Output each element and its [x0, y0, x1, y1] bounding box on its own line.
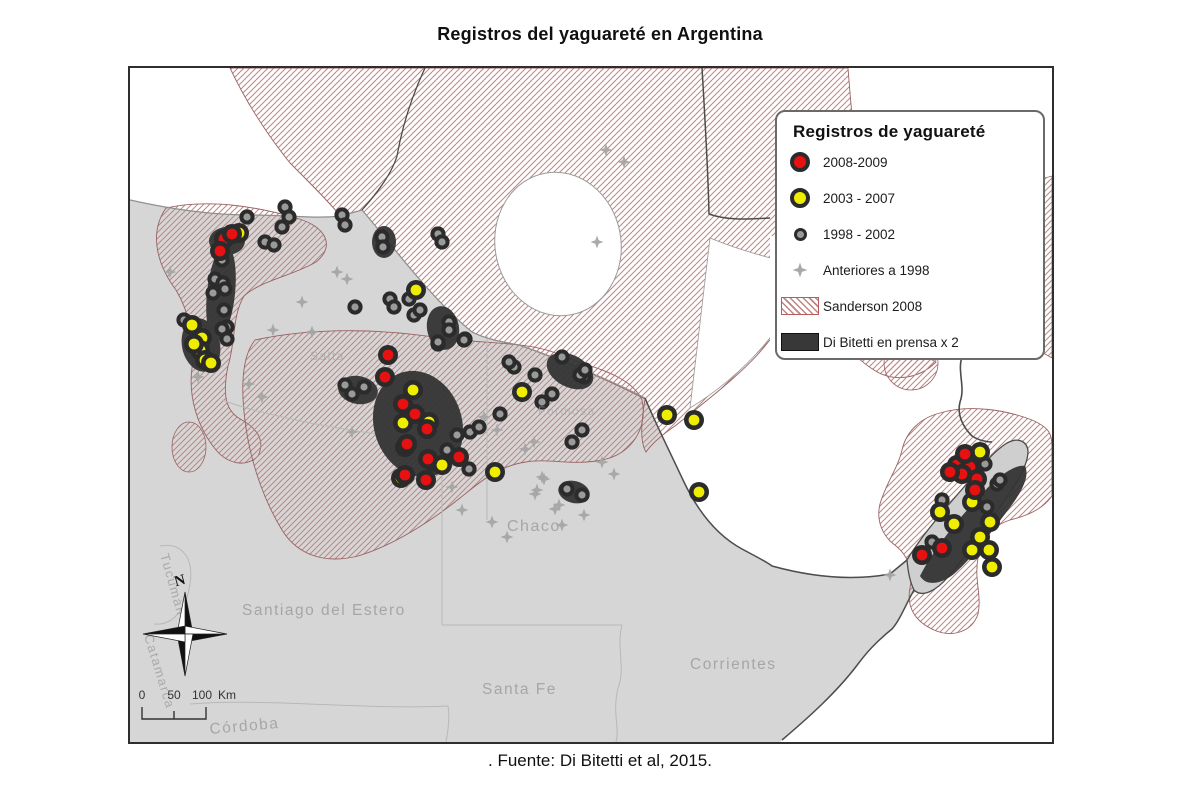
- legend-item-label: 2008-2009: [823, 154, 888, 170]
- red-dot-icon: [790, 152, 810, 172]
- record-pre1998: [617, 155, 631, 169]
- record-pre1998: [535, 470, 549, 484]
- scale-100: 100: [192, 688, 212, 702]
- country-borders: [130, 68, 993, 741]
- record-points: [163, 143, 1008, 582]
- sanderson-small-blob: [171, 421, 207, 473]
- province-borders: [153, 336, 623, 742]
- record-pre1998: [595, 455, 609, 469]
- record-pre1998: [191, 370, 205, 384]
- map-label: Formosa: [538, 404, 596, 418]
- legend-item-label: 2003 - 2007: [823, 190, 896, 206]
- record-pre1998: [530, 483, 544, 497]
- record-pre1998: [527, 435, 541, 449]
- legend-item-label: 1998 - 2002: [823, 226, 896, 242]
- legend-item-sanderson: Sanderson 2008: [777, 288, 1043, 324]
- map-label: Santiago del Estero: [242, 602, 406, 619]
- record-pre1998: [552, 498, 566, 512]
- record-pre1998: [445, 480, 459, 494]
- page-title: Registros del yaguareté en Argentina: [437, 24, 763, 44]
- map-label: Chaco: [507, 518, 561, 535]
- record-pre1998: [548, 502, 562, 516]
- record-pre1998: [455, 503, 469, 517]
- record-pre1998: [345, 425, 359, 439]
- map-label: Santa Fe: [482, 681, 557, 698]
- legend-item-pre-1998: Anteriores a 1998: [777, 252, 1043, 288]
- record-pre1998: [163, 265, 177, 279]
- record-pre1998: [305, 325, 319, 339]
- map-legend: Registros de yaguareté 2008-2009 2003 - …: [775, 110, 1045, 360]
- map-frame: Salta Formosa Chaco Santiago del Estero Sant…: [128, 66, 1054, 744]
- record-pre1998: [528, 487, 542, 501]
- scale-50: 50: [167, 688, 181, 702]
- map-label: Salta: [310, 349, 345, 363]
- map-label: Córdoba: [209, 715, 280, 738]
- record-pre1998: [266, 323, 280, 337]
- record-pre1998: [255, 390, 269, 404]
- legend-title: Registros de yaguareté: [793, 122, 986, 141]
- scale-unit: Km: [218, 688, 236, 702]
- cross-marker-icon: [792, 262, 808, 278]
- legend-item-dibitetti: Di Bitetti en prensa x 2: [777, 324, 1043, 360]
- record-pre1998: [490, 423, 504, 437]
- north-label: N: [173, 572, 188, 590]
- legend-item-1998-2002: 1998 - 2002: [777, 216, 1043, 252]
- hatch-swatch-icon: [781, 297, 819, 315]
- record-pre1998: [500, 530, 514, 544]
- record-pre1998: [518, 442, 532, 456]
- record-pre1998: [295, 295, 309, 309]
- legend-item-2003-2007: 2003 - 2007: [777, 180, 1043, 216]
- record-pre1998: [330, 265, 344, 279]
- record-pre1998: [477, 410, 491, 424]
- source-caption: . Fuente: Di Bitetti et al, 2015.: [488, 751, 712, 770]
- record-pre1998: [883, 568, 897, 582]
- record-pre1998: [340, 272, 354, 286]
- scale-0: 0: [139, 688, 146, 702]
- record-pre1998: [577, 508, 591, 522]
- map-label: Corrientes: [690, 656, 777, 673]
- legend-item-label: Sanderson 2008: [823, 298, 923, 314]
- record-pre1998: [599, 143, 613, 157]
- legend-item-label: Di Bitetti en prensa x 2: [823, 334, 959, 350]
- legend-item-2008-2009: 2008-2009: [777, 144, 1043, 180]
- gray-dot-icon: [793, 227, 807, 241]
- record-pre1998: [590, 235, 604, 249]
- record-pre1998: [607, 467, 621, 481]
- record-pre1998: [242, 377, 256, 391]
- record-pre1998: [555, 518, 569, 532]
- record-pre1998: [537, 472, 551, 486]
- yellow-dot-icon: [790, 188, 810, 208]
- hatch-hole: [494, 171, 622, 317]
- scale-bar: 0 50 100 Km: [139, 688, 236, 720]
- record-pre1998: [485, 515, 499, 529]
- legend-item-label: Anteriores a 1998: [823, 262, 930, 278]
- dark-swatch-icon: [781, 333, 819, 351]
- north-compass: N: [142, 572, 228, 677]
